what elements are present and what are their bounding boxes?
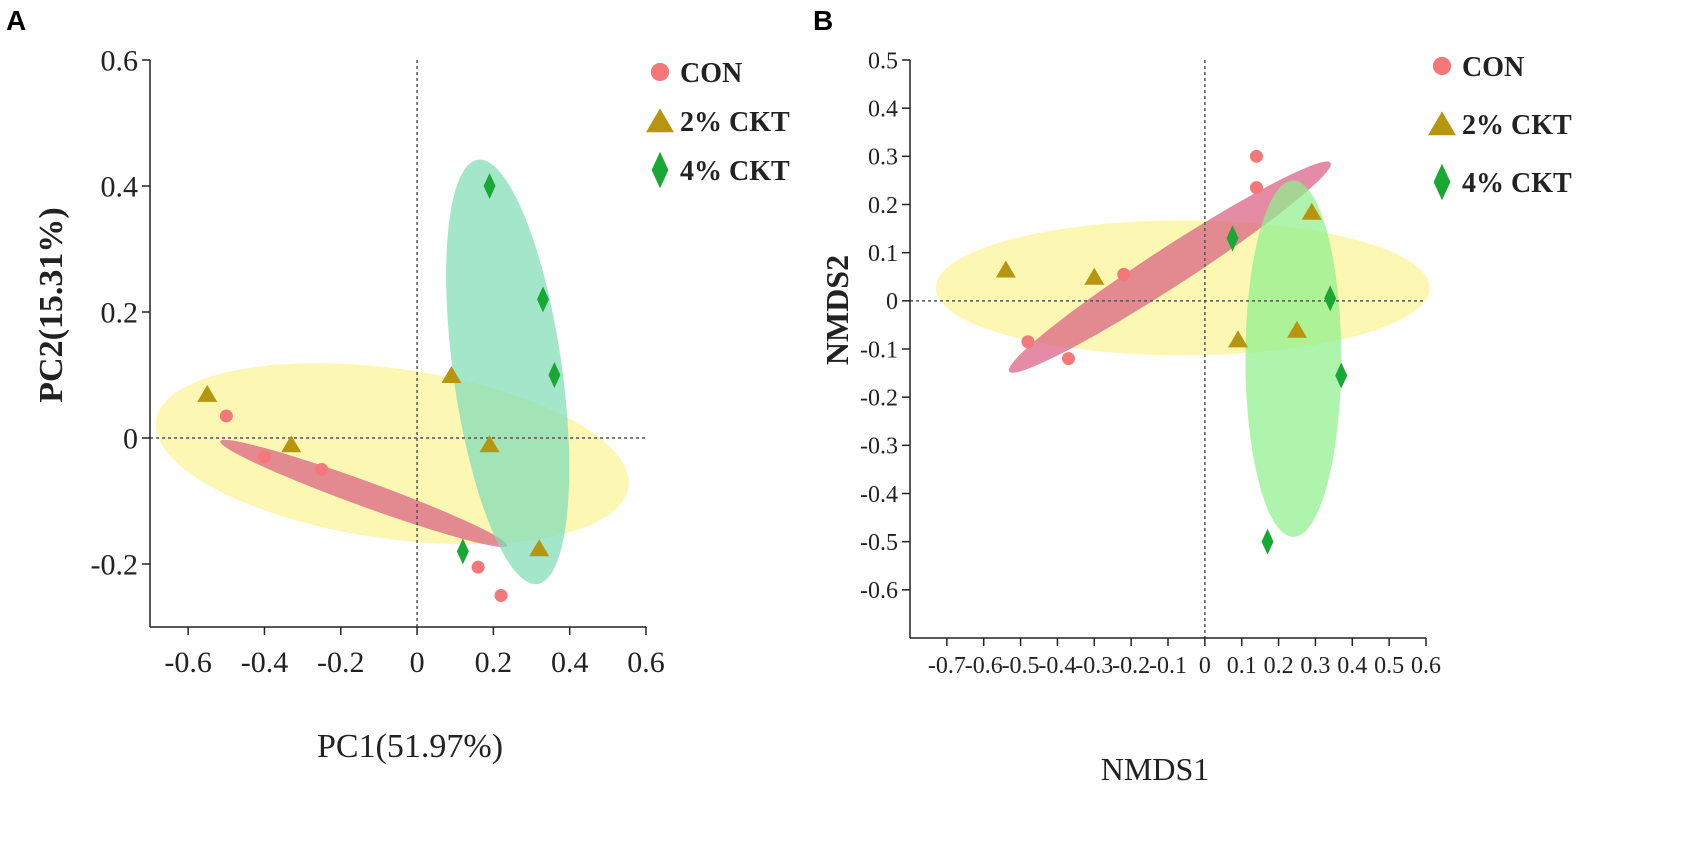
y-tick-label: 0.3 (868, 145, 898, 171)
legend-marker-triangle (646, 108, 674, 133)
data-point-diamond (456, 538, 469, 565)
x-tick-label: 0.6 (1411, 653, 1441, 679)
data-point-circle (1249, 181, 1263, 195)
x-axis-label: NMDS1 (1101, 751, 1209, 787)
panel-b: B-0.6-0.5-0.4-0.3-0.2-0.100.10.20.30.40.… (813, 5, 1572, 787)
x-tick-label: -0.4 (1038, 653, 1076, 679)
x-tick-label: -0.1 (1149, 653, 1187, 679)
y-tick-label: -0.6 (860, 578, 898, 604)
legend-marker-triangle (1428, 111, 1456, 136)
y-tick-label: -0.2 (91, 549, 139, 582)
x-tick-label: 0.5 (1374, 653, 1404, 679)
x-tick-label: 0.2 (1264, 653, 1294, 679)
legend-label: 2% CKT (680, 107, 790, 138)
x-tick-label: -0.2 (317, 646, 365, 679)
y-axis-label: PC2(15.31%) (33, 207, 70, 402)
y-axis-label: NMDS2 (819, 255, 855, 365)
legend-label: CON (680, 58, 742, 89)
y-tick-label: 0 (886, 289, 898, 315)
y-tick-label: 0 (123, 423, 138, 456)
data-point-diamond (548, 362, 561, 388)
x-tick-label: 0.6 (627, 646, 665, 679)
y-tick-label: 0.1 (868, 241, 898, 267)
data-point-triangle (1287, 320, 1307, 338)
legend-label: 2% CKT (1462, 110, 1572, 141)
data-point-triangle (1301, 202, 1322, 220)
data-point-circle (1117, 267, 1131, 281)
data-point-circle (494, 589, 508, 602)
data-point-diamond (1226, 225, 1239, 252)
data-point-circle (219, 409, 233, 423)
x-tick-label: -0.3 (1075, 653, 1113, 679)
confidence-ellipse-2 (446, 159, 570, 585)
panel-label: A (6, 5, 26, 36)
y-tick-label: -0.3 (860, 434, 898, 460)
panel-a: A -0.2 0 0.2 0.4 0.6 -0.6 -0.4 -0.2 0 0.2 0.4 0.6 PC1… (6, 5, 790, 765)
data-point-diamond (483, 173, 496, 199)
y-tick-label: 0.5 (868, 48, 898, 74)
data-point-triangle (529, 539, 550, 557)
x-tick-label: 0.3 (1300, 653, 1330, 679)
legend-label: 4% CKT (680, 156, 790, 187)
y-tick-label: 0.2 (101, 297, 139, 330)
data-point-circle (1021, 335, 1035, 349)
confidence-ellipse-0 (1008, 161, 1331, 373)
data-point-triangle (197, 384, 218, 402)
legend-label: CON (1462, 52, 1524, 83)
y-tick-label: -0.5 (860, 530, 898, 556)
x-tick-label: -0.6 (164, 646, 212, 679)
data-point-triangle (1084, 267, 1105, 285)
x-tick-label: -0.5 (1002, 653, 1040, 679)
x-axis-label: PC1(51.97%) (317, 728, 503, 765)
data-point-diamond (1324, 285, 1337, 312)
data-point-circle (1249, 149, 1263, 163)
legend-marker-circle (650, 62, 670, 82)
data-point-circle (471, 560, 485, 574)
confidence-ellipse-0 (220, 439, 508, 547)
x-tick-label: 0.2 (475, 646, 513, 679)
data-point-triangle (441, 366, 462, 383)
confidence-ellipse-2 (1245, 180, 1342, 537)
y-tick-label: 0.2 (868, 193, 898, 219)
x-tick-label: -0.7 (928, 653, 966, 679)
data-point-triangle (995, 260, 1016, 278)
legend-marker-diamond (1433, 163, 1451, 201)
x-tick-label: -0.4 (241, 646, 289, 679)
x-tick-label: 0.1 (1227, 653, 1257, 679)
panel-label: B (813, 5, 833, 36)
y-tick-label: -0.2 (860, 386, 898, 412)
data-point-circle (257, 450, 271, 464)
data-point-circle (1061, 352, 1075, 366)
x-tick-label: -0.2 (1112, 653, 1150, 679)
x-tick-label: 0 (410, 646, 425, 679)
data-point-triangle (1228, 330, 1249, 348)
y-tick-label: 0.4 (101, 171, 139, 204)
y-tick-label: -0.4 (860, 482, 898, 508)
x-tick-label: 0.4 (551, 646, 589, 679)
x-tick-label: -0.6 (965, 653, 1003, 679)
data-point-circle (315, 463, 329, 476)
y-tick-label: 0.4 (868, 97, 898, 123)
data-point-triangle (281, 435, 302, 453)
y-tick-label: -0.1 (860, 337, 898, 363)
x-tick-label: 0.4 (1337, 653, 1367, 679)
y-tick-label: 0.6 (101, 45, 139, 78)
legend-label: 4% CKT (1462, 168, 1572, 199)
legend-marker-circle (1432, 56, 1452, 76)
x-tick-label: 0 (1199, 653, 1211, 679)
data-point-diamond (536, 286, 549, 313)
legend-marker-diamond (651, 151, 669, 189)
data-point-diamond (1261, 528, 1274, 555)
data-point-diamond (1335, 362, 1348, 389)
data-point-triangle (479, 435, 500, 453)
